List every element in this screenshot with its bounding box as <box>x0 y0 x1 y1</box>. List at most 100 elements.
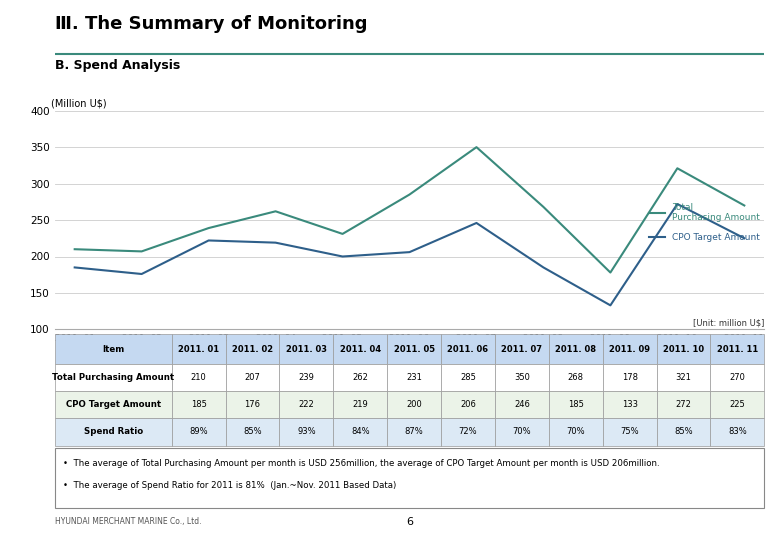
Bar <box>333 334 387 364</box>
Text: 219: 219 <box>353 400 368 409</box>
Bar <box>711 334 764 364</box>
Bar <box>55 334 172 364</box>
Text: B. Spend Analysis: B. Spend Analysis <box>55 59 180 72</box>
Text: 176: 176 <box>244 400 261 409</box>
Text: 75%: 75% <box>620 427 639 436</box>
Text: 207: 207 <box>245 373 261 382</box>
Bar <box>225 334 279 364</box>
Bar <box>657 334 711 364</box>
Bar <box>225 418 279 445</box>
Text: 178: 178 <box>622 373 637 382</box>
Bar <box>657 391 711 418</box>
Bar <box>55 364 172 391</box>
Text: 268: 268 <box>568 373 583 382</box>
Bar <box>225 391 279 418</box>
Text: 2011. 08: 2011. 08 <box>555 345 596 354</box>
Text: 246: 246 <box>514 400 530 409</box>
Bar <box>603 418 657 445</box>
Text: 222: 222 <box>299 400 314 409</box>
Bar <box>495 334 549 364</box>
Bar <box>333 418 387 445</box>
Text: [Unit: million U$]: [Unit: million U$] <box>693 319 764 328</box>
Bar <box>711 364 764 391</box>
Text: 2011. 01: 2011. 01 <box>178 345 219 354</box>
Text: 89%: 89% <box>190 427 208 436</box>
Legend: Total
Purchasing Amount, CPO Target Amount: Total Purchasing Amount, CPO Target Amou… <box>648 202 760 242</box>
Bar <box>441 391 495 418</box>
Text: Spend Ratio: Spend Ratio <box>83 427 143 436</box>
Bar <box>657 418 711 445</box>
Text: 2011. 10: 2011. 10 <box>663 345 704 354</box>
Text: 2011. 05: 2011. 05 <box>394 345 434 354</box>
Text: 85%: 85% <box>243 427 262 436</box>
Text: Ⅲ. The Summary of Monitoring: Ⅲ. The Summary of Monitoring <box>55 15 367 33</box>
Bar <box>387 364 441 391</box>
Bar <box>279 418 333 445</box>
Text: 2011. 02: 2011. 02 <box>232 345 273 354</box>
Bar <box>172 334 225 364</box>
Text: 2011. 07: 2011. 07 <box>502 345 542 354</box>
Bar <box>172 364 225 391</box>
Text: 70%: 70% <box>566 427 585 436</box>
Bar <box>441 334 495 364</box>
Text: 72%: 72% <box>459 427 477 436</box>
Text: 231: 231 <box>406 373 422 382</box>
Bar <box>279 364 333 391</box>
Text: 210: 210 <box>191 373 207 382</box>
Text: 270: 270 <box>729 373 746 382</box>
Bar <box>549 334 603 364</box>
Bar <box>441 364 495 391</box>
Bar <box>711 418 764 445</box>
Bar <box>55 418 172 445</box>
Text: •  The average of Spend Ratio for 2011 is 81%  (Jan.~Nov. 2011 Based Data): • The average of Spend Ratio for 2011 is… <box>63 481 396 490</box>
Text: 2011. 09: 2011. 09 <box>609 345 651 354</box>
Bar <box>55 391 172 418</box>
Text: 85%: 85% <box>674 427 693 436</box>
Bar <box>279 334 333 364</box>
Text: Procurement Policy 19 Services Total Purchasing Amount (Monthly): Procurement Policy 19 Services Total Pur… <box>172 90 647 103</box>
Text: CPO Target Amount: CPO Target Amount <box>66 400 161 409</box>
Text: 2011. 04: 2011. 04 <box>340 345 381 354</box>
Text: 2011. 11: 2011. 11 <box>717 345 758 354</box>
Bar <box>387 418 441 445</box>
Text: 70%: 70% <box>512 427 531 436</box>
Bar <box>387 334 441 364</box>
Text: (Million U$): (Million U$) <box>51 98 107 109</box>
Text: HYUNDAI MERCHANT MARINE Co., Ltd.: HYUNDAI MERCHANT MARINE Co., Ltd. <box>55 517 201 526</box>
Bar <box>333 391 387 418</box>
Text: 321: 321 <box>675 373 691 382</box>
Text: 87%: 87% <box>405 427 424 436</box>
Text: 84%: 84% <box>351 427 370 436</box>
Text: Item: Item <box>102 345 124 354</box>
Text: 285: 285 <box>460 373 476 382</box>
Text: 206: 206 <box>460 400 476 409</box>
Bar <box>549 364 603 391</box>
Bar <box>549 391 603 418</box>
Text: 262: 262 <box>353 373 368 382</box>
Text: 272: 272 <box>675 400 691 409</box>
Bar <box>387 391 441 418</box>
Text: •  The average of Total Purchasing Amount per month is USD 256million, the avera: • The average of Total Purchasing Amount… <box>63 459 660 468</box>
Text: 93%: 93% <box>297 427 316 436</box>
Bar <box>495 391 549 418</box>
Bar <box>603 364 657 391</box>
Text: 2011. 06: 2011. 06 <box>448 345 488 354</box>
Text: 185: 185 <box>191 400 207 409</box>
Bar <box>549 418 603 445</box>
Text: 225: 225 <box>729 400 745 409</box>
Bar <box>441 418 495 445</box>
Text: 2011. 03: 2011. 03 <box>286 345 327 354</box>
Text: 200: 200 <box>406 400 422 409</box>
Text: 83%: 83% <box>728 427 746 436</box>
Text: 239: 239 <box>299 373 314 382</box>
Text: Total Purchasing Amount: Total Purchasing Amount <box>52 373 174 382</box>
Bar <box>333 364 387 391</box>
Bar <box>495 418 549 445</box>
Text: 185: 185 <box>568 400 583 409</box>
Bar <box>603 391 657 418</box>
Text: 350: 350 <box>514 373 530 382</box>
Bar <box>603 334 657 364</box>
Bar <box>711 391 764 418</box>
Bar <box>495 364 549 391</box>
Bar <box>657 364 711 391</box>
